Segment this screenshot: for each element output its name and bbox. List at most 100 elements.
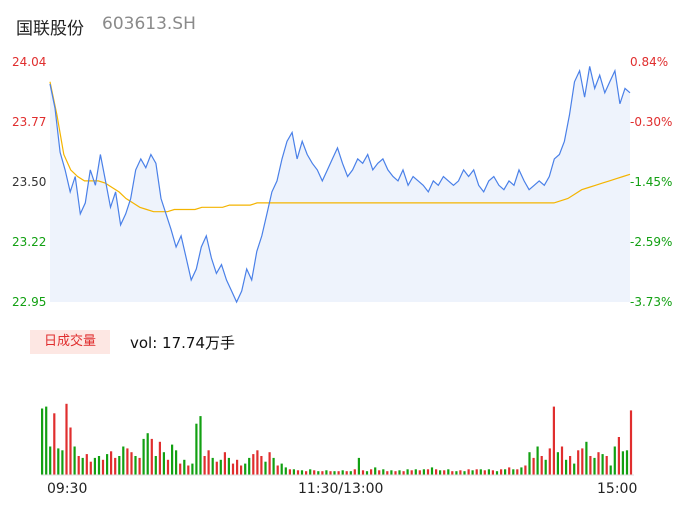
volume-bar: [268, 452, 271, 475]
volume-bar: [296, 470, 300, 476]
volume-bar: [378, 470, 381, 476]
volume-text: vol: 17.74万手: [130, 334, 235, 352]
volume-bar: [532, 457, 535, 475]
volume-bar: [329, 471, 332, 475]
volume-bar: [325, 470, 328, 476]
volume-bar: [284, 467, 287, 475]
volume-bar: [183, 459, 186, 475]
volume-bar: [479, 469, 482, 475]
volume-bar: [475, 469, 478, 475]
volume-bar: [422, 469, 425, 475]
volume-bar: [597, 452, 600, 475]
volume-bar: [191, 463, 194, 475]
volume-bar: [211, 457, 214, 475]
volume-bar: [435, 469, 438, 475]
volume-bar: [361, 470, 365, 476]
volume-bar: [581, 448, 584, 475]
volume-bar: [451, 471, 454, 475]
volume-tab[interactable]: 日成交量: [30, 330, 110, 354]
volume-bar: [528, 452, 531, 475]
volume-bar: [179, 463, 182, 475]
volume-bar: [613, 446, 616, 475]
volume-bar: [439, 470, 442, 476]
volume-bar: [418, 470, 421, 476]
volume-bar: [49, 446, 52, 475]
volume-bar: [495, 471, 499, 475]
volume-bar: [166, 459, 170, 475]
volume-bar: [524, 465, 527, 475]
volume-bar: [85, 454, 88, 475]
pct-label-max: 0.84%: [630, 55, 669, 69]
volume-bar: [240, 465, 243, 475]
price-label-4: 23.22: [12, 235, 47, 249]
volume-bar: [134, 456, 137, 475]
volume-bar: [122, 446, 125, 475]
volume-bar: [459, 470, 462, 476]
volume-bar: [150, 438, 153, 475]
volume-bar: [154, 456, 157, 475]
volume-bar: [309, 469, 312, 475]
volume-bar: [110, 451, 113, 476]
time-label-mid: 11:30/13:00: [298, 481, 384, 497]
volume-bar: [207, 450, 210, 475]
volume-bar: [142, 438, 145, 475]
volume-bar: [386, 471, 389, 475]
volume-bar: [426, 469, 430, 475]
volume-bar: [223, 452, 226, 475]
volume-bar: [101, 459, 105, 475]
time-label-open: 09:30: [47, 481, 88, 497]
volume-bar: [227, 457, 230, 475]
volume-bar: [414, 469, 417, 475]
volume-bar: [516, 469, 519, 475]
volume-bar: [118, 456, 121, 475]
volume-bar: [252, 454, 255, 475]
volume-bar: [573, 463, 576, 475]
volume-bar: [97, 456, 101, 475]
volume-bar: [447, 469, 450, 475]
pct-label-2: -0.30%: [630, 115, 673, 129]
volume-bar: [390, 470, 393, 476]
volume-bar: [467, 469, 470, 475]
price-label-max: 24.04: [12, 55, 47, 69]
volume-bar: [65, 403, 68, 476]
volume-bar: [89, 461, 92, 475]
volume-bar: [69, 427, 72, 475]
volume-bar: [114, 457, 117, 475]
volume-bar: [394, 471, 397, 475]
volume-bar: [398, 470, 401, 476]
volume-bar: [341, 470, 344, 476]
volume-bar: [512, 469, 515, 475]
volume-bar: [248, 457, 251, 475]
volume-bar: [520, 467, 523, 475]
volume-bar: [264, 461, 267, 475]
volume-bar: [288, 469, 291, 475]
volume-bar: [175, 450, 178, 475]
price-area: [50, 66, 630, 303]
pct-label-mid: -1.45%: [630, 175, 673, 189]
time-label-close: 15:00: [597, 481, 638, 497]
volume-bar: [593, 457, 596, 475]
volume-bar: [402, 471, 405, 475]
volume-bar: [244, 463, 247, 475]
volume-bar: [625, 450, 629, 475]
volume-bar: [565, 459, 568, 475]
volume-bar: [272, 457, 275, 475]
volume-bar: [276, 465, 279, 475]
stock-name: 国联股份: [16, 19, 84, 39]
volume-bar: [171, 444, 174, 475]
volume-bar: [41, 408, 44, 475]
volume-bar: [483, 470, 486, 476]
volume-bar: [491, 470, 494, 476]
volume-bar: [77, 456, 80, 475]
price-label-min: 22.95: [12, 295, 47, 309]
volume-bar: [487, 469, 490, 475]
volume-bar: [61, 450, 64, 475]
volume-bar: [106, 454, 109, 475]
volume-bar: [410, 470, 413, 476]
volume-bar: [605, 456, 608, 475]
volume-bar: [548, 448, 551, 475]
volume-bar: [317, 471, 320, 475]
volume-bar: [357, 457, 360, 475]
